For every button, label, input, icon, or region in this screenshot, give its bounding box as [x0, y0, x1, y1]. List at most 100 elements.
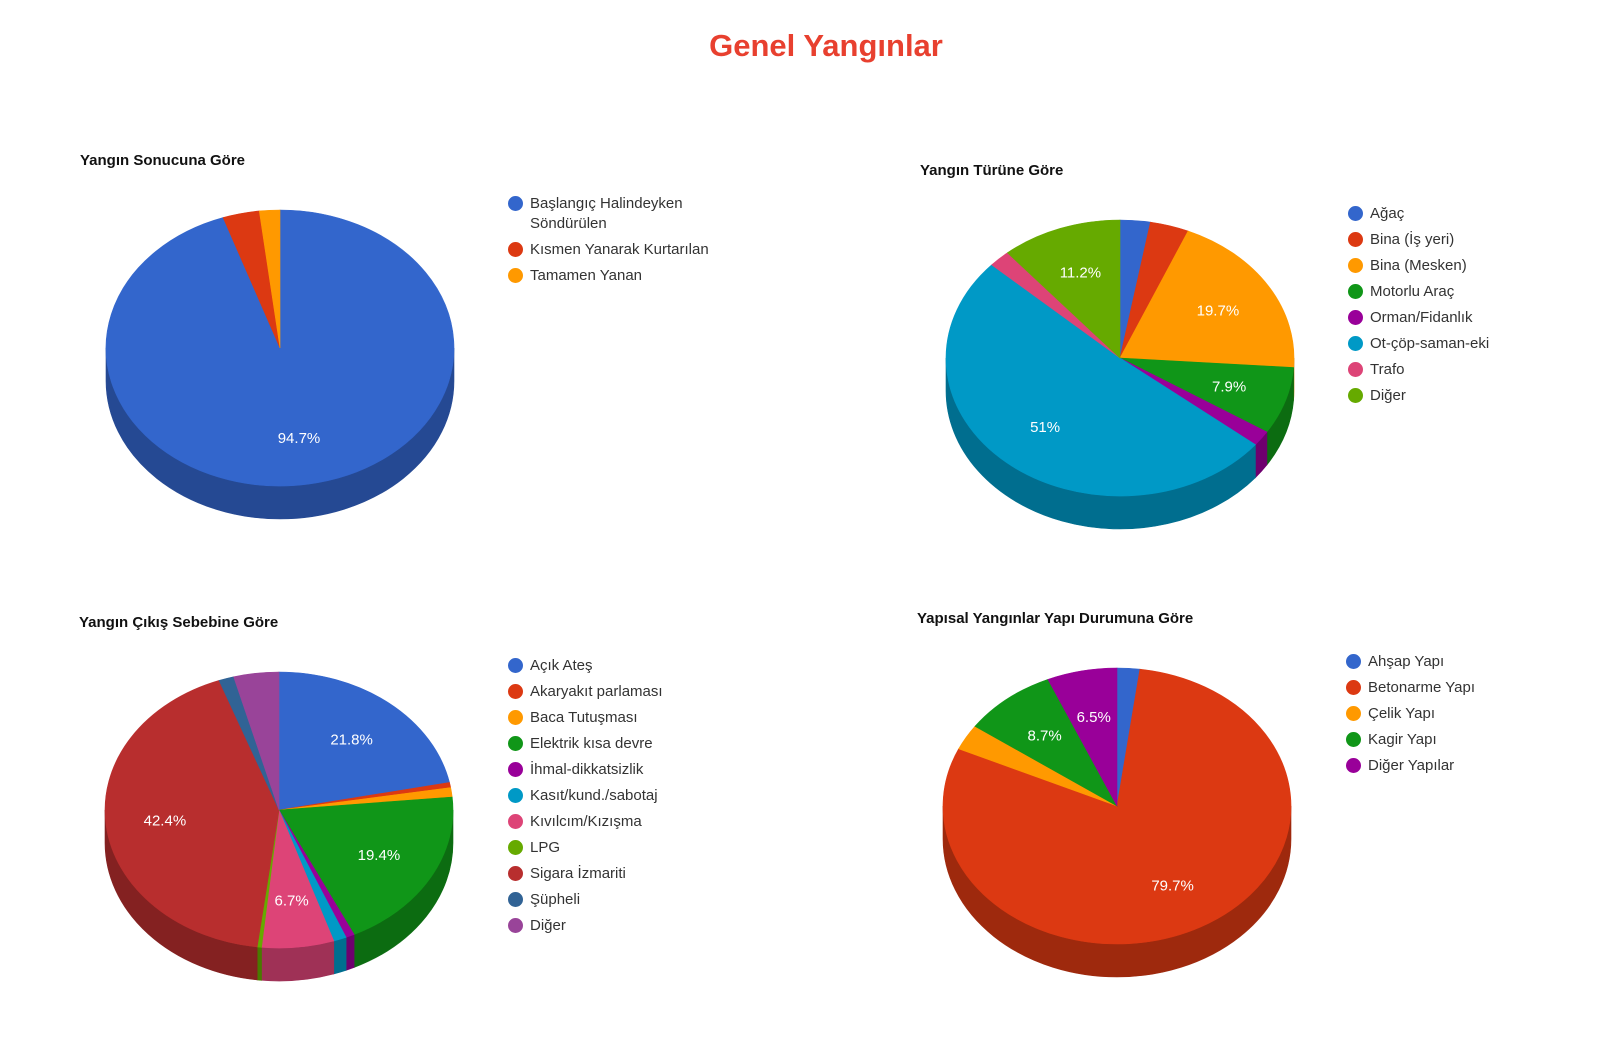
data-label-ot-cop-saman-eki: 51%: [1030, 419, 1060, 436]
pie-slice-elektrik-k-sa-devre[interactable]: [278, 796, 454, 935]
pie-top: [945, 219, 1295, 497]
legend-swatch: [508, 242, 523, 257]
legend-item-bina-is-yeri[interactable]: Bina (İş yeri): [1348, 230, 1498, 250]
pie-chart: 79.7% 8.7% 6.5%: [942, 667, 1292, 978]
data-label-diger-yap-lar: 6.5%: [1077, 709, 1111, 726]
chart-yapi-durumu: Yapısal Yangınlar Yapı Durumuna Göre 79.…: [917, 610, 1557, 1010]
legend-item-supheli[interactable]: Şüpheli: [508, 890, 728, 910]
legend-swatch: [508, 658, 523, 673]
legend-item-celik-yap[interactable]: Çelik Yapı: [1346, 704, 1546, 724]
legend-swatch: [1346, 758, 1361, 773]
legend-item-diger-yap-lar[interactable]: Diğer Yapılar: [1346, 756, 1546, 776]
legend-label: Tamamen Yanan: [530, 267, 643, 284]
legend: Açık Ateş Akaryakıt parlaması Baca Tutuşma…: [508, 656, 728, 942]
legend-item-sigara-izmariti[interactable]: Sigara İzmariti: [508, 864, 728, 884]
chart-title: Yangın Türüne Göre: [920, 162, 1064, 179]
legend-item-betonarme-yap[interactable]: Betonarme Yapı: [1346, 678, 1546, 698]
legend-swatch: [1346, 706, 1361, 721]
legend-label: Baca Tutuşması: [530, 709, 638, 726]
legend-swatch: [1348, 206, 1363, 221]
legend-swatch: [508, 736, 523, 751]
legend-swatch: [1348, 258, 1363, 273]
pie-slice-diger-yap-lar[interactable]: [1047, 667, 1118, 807]
legend-item-tamamen-yanan[interactable]: Tamamen Yanan: [508, 266, 728, 286]
data-label-sigara-izmariti: 42.4%: [144, 812, 187, 829]
data-label-k-v-lc-m-k-z-sma: 6.7%: [274, 893, 308, 910]
legend-label: Ağaç: [1370, 205, 1405, 222]
pie-slice-diger[interactable]: [1006, 219, 1121, 359]
legend-label: Orman/Fidanlık: [1370, 309, 1473, 326]
pie-slice-sigara-izmariti[interactable]: [104, 680, 280, 948]
legend-item-agac[interactable]: Ağaç: [1348, 204, 1498, 224]
legend-label: Kıvılcım/Kızışma: [530, 813, 642, 830]
data-label-motorlu-arac: 7.9%: [1212, 378, 1246, 395]
legend-swatch: [508, 866, 523, 881]
legend-swatch: [508, 840, 523, 855]
pie-slice-ac-k-ates[interactable]: [278, 671, 450, 811]
legend-label: Ahşap Yapı: [1368, 653, 1445, 670]
legend: Ahşap Yapı Betonarme Yapı Çelik Yapı Kagir …: [1346, 652, 1546, 782]
legend-label: Bina (Mesken): [1370, 257, 1467, 274]
legend-swatch: [508, 814, 523, 829]
pie-side-walls: [945, 357, 1295, 530]
legend-label: Ot-çöp-saman-eki: [1370, 335, 1490, 352]
pie-side-walls: [104, 809, 454, 982]
page-title: Genel Yangınlar: [709, 28, 943, 63]
pie-slice-betonarme-yap[interactable]: [942, 668, 1292, 945]
legend-item-kagir-yap[interactable]: Kagir Yapı: [1346, 730, 1546, 750]
pie-slice-bina-mesken[interactable]: [1119, 230, 1295, 368]
legend-label: Diğer: [1370, 387, 1406, 404]
chart-yangin-turu: Yangın Türüne Göre 19.7% 7.9% 51% 11.2% Ağa…: [920, 162, 1520, 562]
chart-cikis-sebebi: Yangın Çıkış Sebebine Göre 21.8% 19.4% 6.7…: [79, 614, 779, 1014]
legend-swatch: [508, 268, 523, 283]
legend-swatch: [1348, 232, 1363, 247]
legend-item-akaryak-t-parlamas[interactable]: Akaryakıt parlaması: [508, 682, 728, 702]
pie-slice-side-lpg: [256, 946, 262, 981]
legend-item-lpg[interactable]: LPG: [508, 838, 728, 858]
pie-slice-diger[interactable]: [233, 671, 280, 811]
data-label-ac-k-ates: 21.8%: [330, 732, 373, 749]
legend-label: Kısmen Yanarak Kurtarılan: [530, 241, 709, 258]
legend-label: Açık Ateş: [530, 657, 593, 674]
legend-label: Akaryakıt parlaması: [530, 683, 663, 700]
data-label-kagir-yap: 8.7%: [1027, 727, 1061, 744]
pie-slice-kagir-yap[interactable]: [974, 678, 1118, 807]
legend-item-k-smen-yanarak-kurtar-lan[interactable]: Kısmen Yanarak Kurtarılan: [508, 240, 728, 260]
legend-item-bina-mesken[interactable]: Bina (Mesken): [1348, 256, 1498, 276]
legend-label: İhmal-dikkatsizlik: [530, 761, 644, 778]
legend-item-diger[interactable]: Diğer: [1348, 386, 1498, 406]
legend-item-ot-cop-saman-eki[interactable]: Ot-çöp-saman-eki: [1348, 334, 1498, 354]
legend-swatch: [508, 710, 523, 725]
legend-swatch: [1346, 654, 1361, 669]
data-label-diger: 11.2%: [1060, 265, 1101, 282]
legend-label: LPG: [530, 839, 561, 856]
legend-label: Şüpheli: [530, 891, 581, 908]
data-label-elektrik-k-sa-devre: 19.4%: [358, 847, 401, 864]
legend-item-baca-tutusmas[interactable]: Baca Tutuşması: [508, 708, 728, 728]
legend-swatch: [508, 684, 523, 699]
legend-item-orman-fidanl-k[interactable]: Orman/Fidanlık: [1348, 308, 1498, 328]
pie-chart: 19.7% 7.9% 51% 11.2%: [945, 219, 1295, 530]
legend-item-k-v-lc-m-k-z-sma[interactable]: Kıvılcım/Kızışma: [508, 812, 728, 832]
chart-title: Yangın Sonucuna Göre: [80, 152, 246, 169]
legend-item-ihmal-dikkatsizlik[interactable]: İhmal-dikkatsizlik: [508, 760, 728, 780]
legend-label: Diğer Yapılar: [1368, 757, 1455, 774]
legend-label: Başlangıç Halindeyken Söndürülen: [530, 195, 683, 232]
chart-title: Yapısal Yangınlar Yapı Durumuna Göre: [917, 610, 1194, 627]
legend-item-kas-t-kund-sabotaj[interactable]: Kasıt/kund./sabotaj: [508, 786, 728, 806]
legend-item-ac-k-ates[interactable]: Açık Ateş: [508, 656, 728, 676]
legend-item-motorlu-arac[interactable]: Motorlu Araç: [1348, 282, 1498, 302]
pie-slice-ot-cop-saman-eki[interactable]: [945, 264, 1256, 497]
legend-swatch: [1346, 732, 1361, 747]
pie-chart: 94.7%: [105, 209, 455, 520]
legend: Başlangıç Halindeyken Söndürülen Kısmen Y…: [508, 194, 728, 292]
legend-item-baslang-c-halindeyken-sondurulen[interactable]: Başlangıç Halindeyken Söndürülen: [508, 194, 728, 234]
legend-item-diger[interactable]: Diğer: [508, 916, 728, 936]
pie-slice-tamamen-yanan[interactable]: [258, 209, 281, 349]
legend-label: Kagir Yapı: [1368, 731, 1437, 748]
legend-item-elektrik-k-sa-devre[interactable]: Elektrik kısa devre: [508, 734, 728, 754]
legend-item-ahsap-yap[interactable]: Ahşap Yapı: [1346, 652, 1546, 672]
legend-item-trafo[interactable]: Trafo: [1348, 360, 1498, 380]
pie-top: [942, 667, 1292, 945]
legend-swatch: [1348, 310, 1363, 325]
